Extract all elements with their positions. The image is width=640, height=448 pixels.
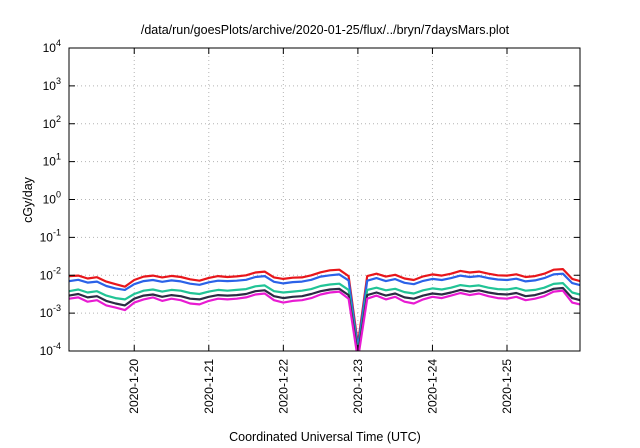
x-tick-label: 2020-1-25 — [500, 359, 514, 414]
y-tick-exponent: -2 — [53, 265, 61, 275]
y-tick-exponent: 2 — [56, 114, 61, 124]
x-tick-label: 2020-1-24 — [425, 359, 439, 414]
y-tick-exponent: 3 — [56, 76, 61, 86]
y-tick-label: 10-4 — [40, 341, 61, 358]
grid-lines — [69, 48, 580, 351]
tick-group: 10-410-310-210-11001011021031042020-1-20… — [40, 38, 580, 414]
x-tick-label: 2020-1-23 — [351, 359, 365, 414]
y-axis-label: cGy/day — [21, 176, 35, 223]
y-tick-label: 100 — [43, 190, 61, 207]
y-tick-exponent: 1 — [56, 152, 61, 162]
series-line-3 — [69, 282, 580, 351]
y-tick-label: 10-3 — [40, 303, 61, 320]
series-line-5 — [69, 289, 580, 351]
y-tick-label: 101 — [43, 152, 61, 169]
y-tick-label: 10-1 — [40, 227, 61, 244]
y-tick-label: 103 — [43, 76, 61, 93]
series-group — [69, 268, 580, 351]
x-tick-label: 2020-1-21 — [202, 359, 216, 414]
x-tick-label: 2020-1-22 — [276, 359, 290, 414]
y-tick-label: 102 — [43, 114, 61, 131]
y-tick-exponent: -3 — [53, 303, 61, 313]
x-axis-label: Coordinated Universal Time (UTC) — [229, 430, 421, 444]
y-tick-exponent: 4 — [56, 38, 61, 48]
y-tick-exponent: -4 — [53, 341, 61, 351]
y-tick-label: 10-2 — [40, 265, 61, 282]
series-line-2 — [69, 272, 580, 350]
y-tick-label: 104 — [43, 38, 61, 55]
chart-title: /data/run/goesPlots/archive/2020-01-25/f… — [141, 23, 510, 37]
y-tick-exponent: -1 — [53, 227, 61, 237]
series-line-1 — [69, 268, 580, 346]
plot-frame — [68, 47, 581, 352]
series-line-4 — [69, 286, 580, 351]
x-tick-label: 2020-1-20 — [127, 359, 141, 414]
y-tick-exponent: 0 — [56, 190, 61, 200]
